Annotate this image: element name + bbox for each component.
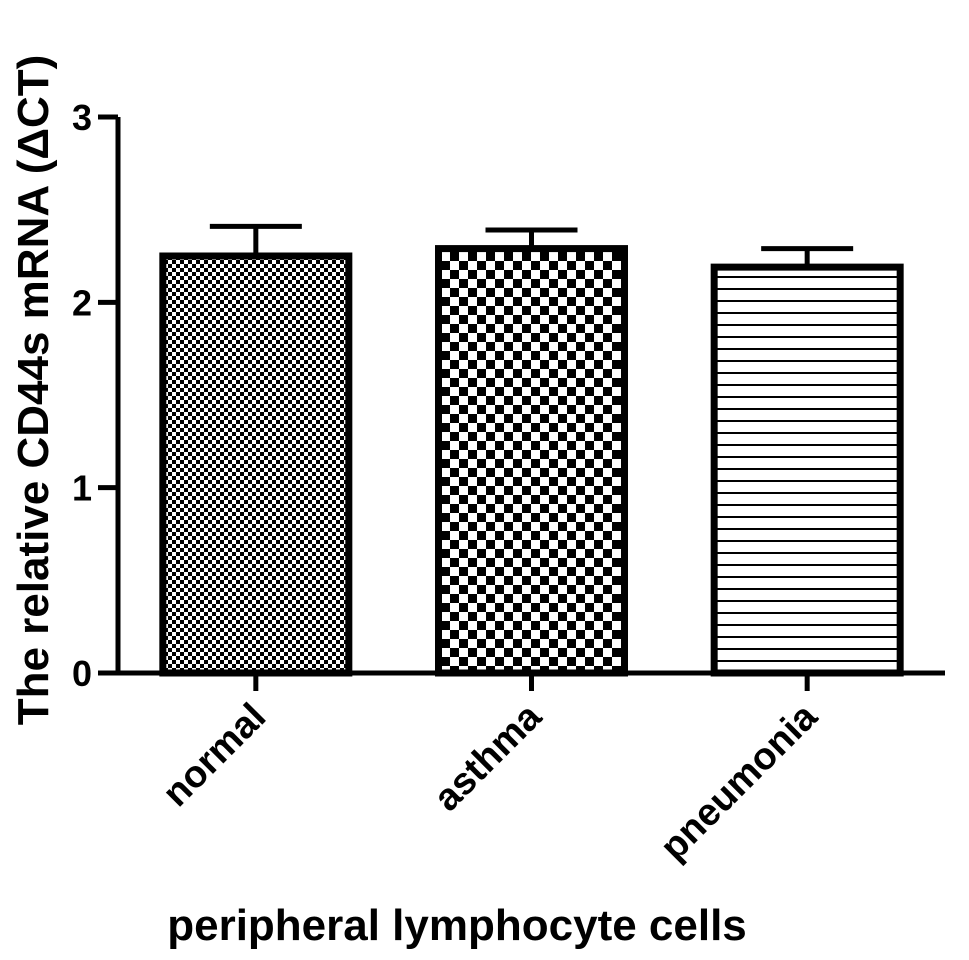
y-tick-label: 1 (72, 468, 92, 509)
y-tick-label: 3 (72, 97, 92, 138)
bar-normal (159, 252, 353, 677)
y-tick-label: 0 (72, 653, 92, 694)
x-axis-title: peripheral lymphocyte cells (167, 901, 747, 950)
x-ticks: normal asthma pneumonia (155, 673, 826, 869)
bar-pneumonia (710, 263, 904, 677)
error-bars-layer (209, 223, 854, 268)
x-tick-label-asthma: asthma (426, 695, 550, 819)
x-tick-label-normal: normal (155, 696, 274, 815)
x-axis: normal asthma pneumonia (116, 670, 945, 869)
x-tick-label-pneumonia: pneumonia (653, 695, 827, 869)
y-ticks: 0 1 2 3 (72, 97, 118, 694)
y-tick-label: 2 (72, 282, 92, 323)
bars-layer (159, 245, 904, 677)
y-axis-title: The relative CD44s mRNA (ΔCT) (9, 55, 58, 726)
y-axis: 0 1 2 3 (72, 97, 121, 694)
bar-asthma (435, 245, 628, 677)
